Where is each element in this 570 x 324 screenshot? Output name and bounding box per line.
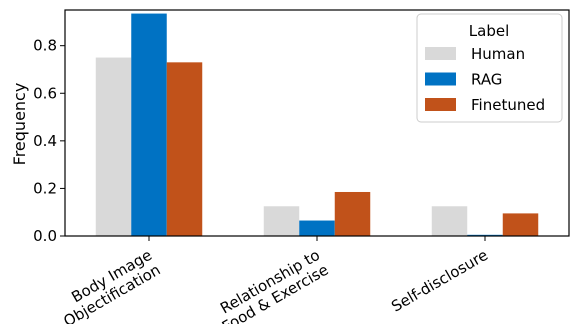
- y-tick-label: 0.0: [33, 227, 57, 245]
- y-tick-label: 0.6: [33, 84, 57, 102]
- bars: [95, 13, 539, 237]
- plot-frame: [64, 9, 570, 237]
- legend-entry-human: Human: [471, 45, 525, 63]
- legend-swatch-human: [425, 47, 456, 60]
- bar-rag-0: [131, 13, 167, 237]
- x-tick-label: Body ImageObjectification: [52, 246, 164, 324]
- bar-human-1: [263, 206, 300, 236]
- legend-entry-finetuned: Finetuned: [471, 96, 545, 114]
- legend: Label Human RAG Finetuned: [416, 13, 563, 123]
- y-ticks: 0.0 0.2 0.4 0.6 0.8: [33, 37, 65, 245]
- y-tick-label: 0.4: [33, 132, 57, 150]
- legend-swatch-finetuned: [425, 98, 456, 111]
- y-tick-label: 0.2: [33, 179, 57, 197]
- bar-human-0: [95, 57, 132, 236]
- bar-rag-1: [299, 220, 335, 236]
- bar-finetuned-1: [334, 191, 371, 236]
- legend-entry-rag: RAG: [471, 71, 502, 89]
- bar-finetuned-0: [166, 62, 203, 237]
- x-tick-label: Self-disclosure: [388, 246, 491, 316]
- bar-human-2: [431, 206, 468, 236]
- y-axis-label: Frequency: [10, 83, 29, 166]
- x-tick-label: Relationship toFood & Exercise: [210, 246, 331, 324]
- y-tick-label: 0.8: [33, 37, 57, 55]
- legend-title: Label: [469, 22, 509, 40]
- legend-box: [416, 13, 563, 123]
- bar-finetuned-2: [502, 213, 539, 236]
- x-ticks: Body ImageObjectification Relationship to…: [52, 236, 491, 324]
- legend-swatch-rag: [425, 72, 456, 86]
- x-tick-label-line: Self-disclosure: [388, 246, 491, 316]
